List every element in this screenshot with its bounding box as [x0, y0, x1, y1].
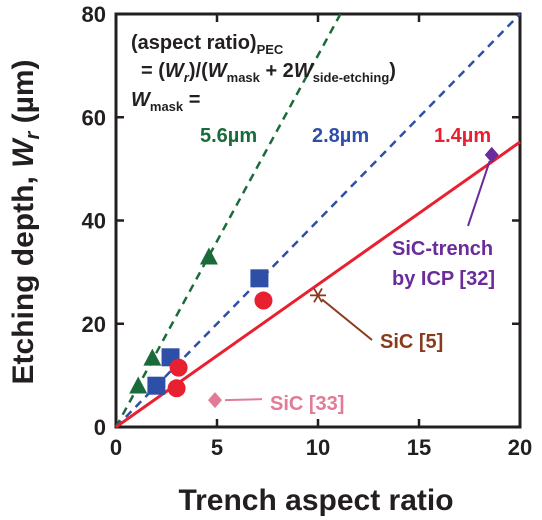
- data-markers: [129, 146, 499, 409]
- marker-square: [147, 376, 166, 395]
- x-tick-label: 15: [407, 435, 431, 460]
- wmask-label: Wmask =: [131, 89, 200, 114]
- label-5-6um: 5.6µm: [200, 125, 257, 147]
- y-tick-label: 80: [82, 2, 106, 27]
- marker-diamond: [207, 392, 222, 409]
- marker-circle: [169, 358, 188, 377]
- label-sic-trench-icp-line2: by ICP [32]: [392, 268, 495, 290]
- callout-lines: [224, 160, 491, 402]
- marker-circle: [167, 379, 186, 398]
- y-tick-label: 40: [82, 209, 106, 234]
- x-tick-label: 0: [110, 435, 122, 460]
- x-tick-label: 10: [306, 435, 330, 460]
- label-2-8um: 2.8µm: [312, 125, 369, 147]
- y-tick-label: 20: [82, 312, 106, 337]
- label-sic-5: SiC [5]: [380, 331, 443, 353]
- marker-square: [250, 269, 269, 288]
- y-tick-label: 60: [82, 105, 106, 130]
- callout-sic5: [321, 298, 373, 341]
- fit-line-1-4-m: [115, 140, 521, 429]
- label-sic-trench-icp-line1: SiC-trench: [392, 238, 493, 260]
- marker-triangle: [199, 247, 218, 265]
- callout-icp: [467, 160, 491, 227]
- formula-line-2: = (Wr)/(Wmask + 2Wside-etching): [141, 60, 396, 85]
- asterisk-stroke: [313, 287, 323, 303]
- formula-line-1: (aspect ratio)PEC: [131, 32, 284, 57]
- marker-triangle: [143, 348, 162, 366]
- marker-asterisk: [310, 287, 326, 303]
- y-tick-label: 0: [94, 415, 106, 440]
- marker-diamond: [484, 146, 499, 163]
- marker-triangle: [129, 376, 148, 394]
- x-tick-label: 5: [211, 435, 223, 460]
- label-1-4um: 1.4µm: [434, 125, 491, 147]
- fit-line-2-8-m: [115, 13, 521, 428]
- x-axis-title: Trench aspect ratio: [178, 484, 453, 517]
- axis-ticks: 0 5 10 15 20 0 20 40 60 80: [82, 2, 533, 460]
- label-sic-33: SiC [33]: [270, 393, 344, 415]
- y-axis-title: Etching depth, Wr (µm): [7, 59, 44, 384]
- marker-circle: [254, 291, 273, 310]
- callout-sic33: [224, 398, 263, 402]
- x-tick-label: 20: [508, 435, 532, 460]
- fit-lines: [114, 13, 521, 429]
